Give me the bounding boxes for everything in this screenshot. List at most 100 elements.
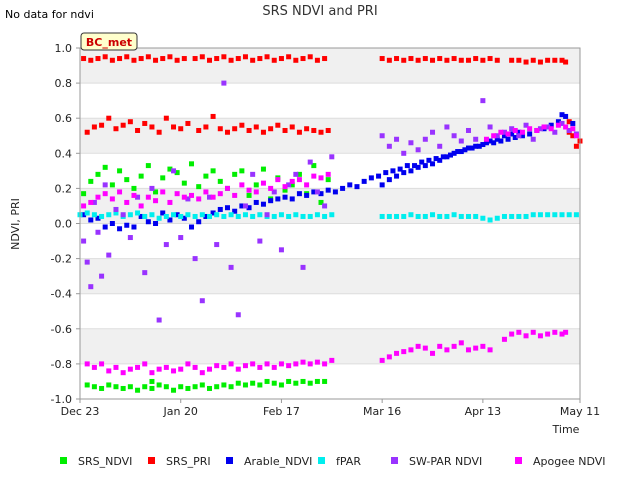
data-point [192, 56, 198, 62]
data-point [81, 56, 87, 62]
data-point [332, 189, 338, 195]
series-arable-ndvi [81, 112, 576, 232]
data-point [149, 212, 155, 218]
data-point [253, 189, 259, 195]
legend-swatch [148, 457, 155, 464]
data-point [178, 384, 184, 390]
data-point [394, 173, 400, 179]
chart-title: SRS NDVI and PRI [262, 4, 377, 19]
data-point [239, 122, 245, 128]
data-point [88, 57, 94, 63]
data-point [242, 363, 248, 369]
data-point [325, 127, 331, 133]
data-point [250, 380, 256, 386]
data-point [235, 366, 241, 372]
data-point [516, 329, 522, 335]
data-point [210, 194, 216, 200]
data-point [135, 387, 141, 393]
data-point [268, 198, 274, 204]
x-tick-label: Jan 20 [162, 405, 197, 418]
legend-label: Apogee NDVI [533, 455, 606, 468]
data-point [124, 54, 130, 60]
data-point [163, 213, 169, 219]
data-point [264, 54, 270, 60]
data-point [120, 385, 126, 391]
data-point [127, 366, 133, 372]
y-tick-label: -0.4 [51, 288, 72, 301]
data-point [153, 221, 159, 226]
data-point [304, 126, 310, 132]
data-point [260, 201, 266, 207]
x-axis-ticks: Dec 23 Jan 20 Feb 17 Mar 16 Apr 13 May 11 [61, 399, 600, 418]
data-point [379, 182, 385, 188]
legend-item: Arable_NDVI [226, 455, 312, 468]
data-point [491, 140, 497, 146]
data-point [131, 57, 137, 63]
data-point [145, 194, 151, 200]
data-point [545, 124, 551, 130]
data-point [314, 378, 320, 384]
data-point [271, 189, 277, 195]
data-point [257, 382, 263, 388]
series-srs-pri [81, 54, 583, 149]
data-point [178, 366, 184, 372]
data-point [228, 264, 234, 270]
data-point [293, 57, 299, 63]
data-point [480, 142, 486, 148]
data-point [181, 180, 187, 186]
data-point [509, 213, 515, 219]
data-point [541, 124, 547, 130]
data-point [185, 212, 191, 218]
data-point [415, 213, 421, 219]
data-point [138, 56, 144, 62]
data-point [149, 124, 155, 130]
data-point [487, 124, 493, 130]
data-point [210, 113, 216, 119]
data-point [422, 163, 428, 169]
data-point [235, 380, 241, 386]
data-point [537, 333, 543, 339]
data-point [106, 382, 112, 388]
data-point [408, 56, 414, 62]
data-point [257, 212, 263, 218]
data-point [293, 380, 299, 386]
data-point [523, 122, 529, 128]
data-point [307, 380, 313, 386]
data-point [142, 361, 148, 367]
data-point [368, 175, 374, 181]
data-point [559, 331, 565, 337]
data-point [192, 364, 198, 370]
data-point [448, 152, 454, 158]
data-point [250, 361, 256, 367]
data-point [451, 56, 457, 62]
data-point [458, 340, 464, 346]
data-point [483, 140, 489, 146]
data-point [527, 126, 533, 132]
data-point [509, 331, 515, 337]
data-point [232, 208, 238, 214]
data-point [487, 347, 493, 353]
data-point [545, 331, 551, 337]
data-point [117, 56, 123, 62]
data-point [142, 213, 148, 219]
data-point [530, 212, 536, 218]
data-point [253, 182, 259, 188]
data-point [124, 199, 130, 205]
data-point [192, 256, 198, 262]
data-point [117, 168, 123, 174]
data-point [250, 213, 256, 219]
data-point [444, 154, 450, 160]
data-point [469, 145, 475, 151]
data-point [167, 54, 173, 60]
data-point [242, 382, 248, 388]
data-point [570, 133, 576, 139]
data-point [437, 343, 443, 349]
station-tag-box [80, 32, 138, 51]
data-point [354, 184, 360, 190]
data-point [214, 242, 220, 248]
data-point [278, 247, 284, 253]
data-point [444, 347, 450, 353]
data-point [566, 127, 572, 133]
data-point [552, 329, 558, 335]
data-point [379, 56, 385, 62]
